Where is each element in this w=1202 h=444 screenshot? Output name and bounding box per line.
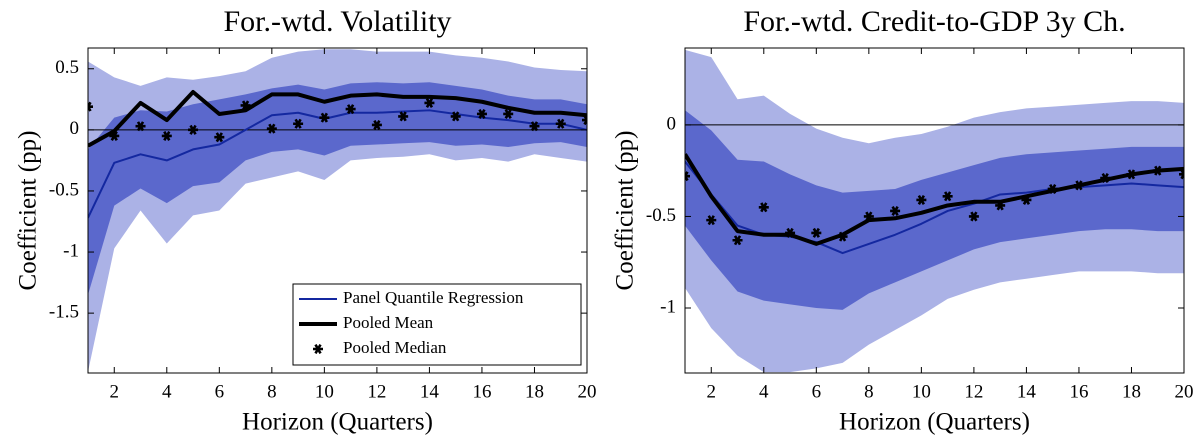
x-tick-label: 4 — [759, 381, 769, 402]
x-tick-label: 2 — [707, 381, 717, 402]
x-tick-label: 10 — [315, 381, 334, 402]
median-marker — [450, 111, 461, 122]
series-line — [88, 109, 587, 219]
median-marker — [161, 130, 172, 141]
x-tick-label: 8 — [267, 381, 277, 402]
y-tick-label: -1.5 — [49, 301, 79, 322]
x-tick-label: 16 — [472, 381, 491, 402]
median-marker — [319, 112, 330, 123]
median-marker — [968, 211, 979, 222]
median-marker — [476, 108, 487, 119]
median-marker — [529, 121, 540, 132]
median-marker — [503, 108, 514, 119]
x-tick-label: 18 — [1122, 381, 1141, 402]
plot-area — [88, 49, 587, 372]
median-marker — [863, 211, 874, 222]
median-marker — [685, 171, 690, 182]
median-marker — [785, 227, 796, 238]
legend-label: Pooled Median — [343, 338, 447, 357]
x-tick-label: 18 — [525, 381, 544, 402]
legend-label: Panel Quantile Regression — [343, 288, 524, 307]
x-tick-label: 10 — [912, 381, 931, 402]
x-axis-label: Horizon (Quarters) — [839, 409, 1030, 436]
y-tick-label: -1 — [63, 240, 79, 261]
median-marker — [1126, 169, 1137, 180]
y-axis-label: Coefficient (pp) — [612, 131, 639, 291]
median-marker — [582, 115, 587, 126]
x-tick-label: 12 — [964, 381, 983, 402]
x-tick-label: 16 — [1069, 381, 1088, 402]
chart-title: For.-wtd. Credit-to-GDP 3y Ch. — [743, 5, 1125, 38]
x-tick-label: 6 — [812, 381, 822, 402]
median-marker — [188, 124, 199, 135]
median-marker — [424, 97, 435, 108]
median-marker — [109, 130, 120, 141]
x-tick-label: 8 — [864, 381, 874, 402]
median-marker — [214, 132, 225, 143]
x-tick-label: 2 — [110, 381, 120, 402]
y-tick-label: 0 — [667, 113, 677, 134]
median-marker — [1047, 183, 1058, 194]
median-marker — [732, 235, 743, 246]
median-marker — [88, 101, 93, 112]
y-tick-label: -1 — [660, 296, 676, 317]
x-tick-label: 20 — [578, 381, 597, 402]
median-marker — [706, 215, 717, 226]
median-marker — [1021, 194, 1032, 205]
median-marker — [1152, 165, 1163, 176]
x-tick-label: 14 — [1017, 381, 1037, 402]
median-marker — [1100, 173, 1111, 183]
y-axis-label: Coefficient (pp) — [15, 131, 42, 291]
median-marker — [345, 104, 356, 115]
median-marker — [240, 100, 251, 111]
legend-swatch — [313, 344, 323, 354]
plot-area — [685, 49, 1184, 373]
median-marker — [890, 205, 901, 216]
legend-label: Pooled Mean — [343, 313, 434, 332]
median-marker — [1179, 169, 1184, 180]
median-marker — [1073, 180, 1084, 191]
series-line — [685, 153, 1184, 246]
legend-box — [292, 283, 582, 366]
x-tick-label: 14 — [420, 381, 440, 402]
y-tick-label: 0.5 — [55, 57, 79, 78]
median-marker — [995, 200, 1006, 211]
axes-box — [684, 47, 1185, 374]
y-tick-label: 0 — [70, 118, 80, 139]
y-tick-label: -0.5 — [49, 179, 79, 200]
axes-box — [87, 47, 588, 374]
x-tick-label: 6 — [215, 381, 225, 402]
median-marker — [758, 202, 769, 213]
x-axis-label: Horizon (Quarters) — [242, 409, 433, 436]
x-tick-label: 12 — [367, 381, 386, 402]
median-marker — [371, 119, 382, 130]
series-line — [88, 89, 587, 148]
x-tick-label: 4 — [162, 381, 172, 402]
y-tick-label: -0.5 — [646, 205, 676, 226]
median-marker — [398, 111, 409, 122]
confidence-band — [88, 82, 587, 295]
x-tick-label: 20 — [1175, 381, 1194, 402]
median-marker — [942, 191, 953, 202]
chart-title: For.-wtd. Volatility — [223, 5, 451, 38]
median-marker — [135, 121, 146, 132]
median-marker — [293, 118, 304, 129]
median-marker — [266, 123, 277, 134]
median-marker — [916, 194, 927, 205]
median-marker — [811, 227, 822, 238]
median-marker — [837, 231, 848, 242]
median-marker — [555, 118, 566, 129]
